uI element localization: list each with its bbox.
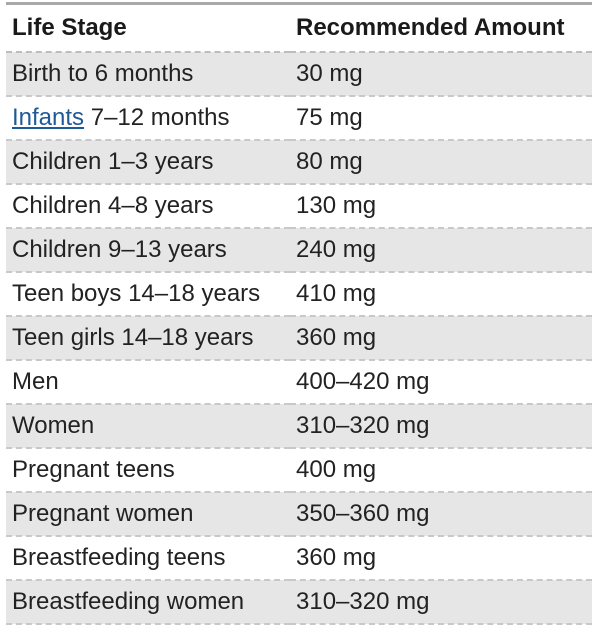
life-stage-text: Children 4–8 years <box>12 192 214 219</box>
life-stage-text: Breastfeeding women <box>12 588 245 615</box>
amount-cell: 410 mg <box>290 272 592 317</box>
life-stage-cell: Breastfeeding teens <box>6 536 290 581</box>
amount-cell: 400–420 mg <box>290 360 592 405</box>
table-row: Women 310–320 mg <box>6 404 592 449</box>
nutrient-table-container: Life Stage Recommended Amount Birth to 6… <box>6 0 592 625</box>
amount-cell: 240 mg <box>290 228 592 273</box>
life-stage-text: Men <box>12 368 59 395</box>
life-stage-cell: Children 9–13 years <box>6 228 290 273</box>
life-stage-cell: Children 4–8 years <box>6 184 290 229</box>
table-row: Birth to 6 months 30 mg <box>6 52 592 97</box>
life-stage-cell: Pregnant teens <box>6 448 290 493</box>
recommended-amounts-table: Life Stage Recommended Amount Birth to 6… <box>6 5 592 625</box>
table-row: Teen boys 14–18 years 410 mg <box>6 272 592 317</box>
amount-cell: 30 mg <box>290 52 592 97</box>
table-row: Children 9–13 years 240 mg <box>6 228 592 273</box>
header-life-stage: Life Stage <box>6 5 290 53</box>
life-stage-text: Pregnant women <box>12 500 194 527</box>
life-stage-text: Birth to 6 months <box>12 60 194 87</box>
life-stage-text: Teen boys 14–18 years <box>12 280 261 307</box>
life-stage-cell: Teen boys 14–18 years <box>6 272 290 317</box>
amount-cell: 80 mg <box>290 140 592 185</box>
life-stage-text: Children 9–13 years <box>12 236 227 263</box>
life-stage-text: 7–12 months <box>84 104 230 131</box>
amount-cell: 130 mg <box>290 184 592 229</box>
table-row: Infants 7–12 months 75 mg <box>6 96 592 141</box>
table-row: Pregnant women 350–360 mg <box>6 492 592 537</box>
infants-link[interactable]: Infants <box>12 104 85 131</box>
table-header-row: Life Stage Recommended Amount <box>6 5 592 53</box>
life-stage-cell: Children 1–3 years <box>6 140 290 185</box>
table-top-rule <box>6 2 592 5</box>
amount-cell: 360 mg <box>290 536 592 581</box>
amount-cell: 400 mg <box>290 448 592 493</box>
amount-cell: 310–320 mg <box>290 580 592 625</box>
table-row: Children 1–3 years 80 mg <box>6 140 592 185</box>
table-row: Breastfeeding teens 360 mg <box>6 536 592 581</box>
amount-cell: 75 mg <box>290 96 592 141</box>
life-stage-text: Women <box>12 412 95 439</box>
table-row: Pregnant teens 400 mg <box>6 448 592 493</box>
life-stage-cell: Infants 7–12 months <box>6 96 290 141</box>
life-stage-text: Breastfeeding teens <box>12 544 226 571</box>
header-recommended-amount: Recommended Amount <box>290 5 592 53</box>
life-stage-text: Teen girls 14–18 years <box>12 324 254 351</box>
amount-cell: 350–360 mg <box>290 492 592 537</box>
table-body: Birth to 6 months 30 mg Infants 7–12 mon… <box>6 52 592 625</box>
table-row: Teen girls 14–18 years 360 mg <box>6 316 592 361</box>
life-stage-text: Pregnant teens <box>12 456 175 483</box>
life-stage-cell: Women <box>6 404 290 449</box>
table-row: Breastfeeding women 310–320 mg <box>6 580 592 625</box>
life-stage-cell: Birth to 6 months <box>6 52 290 97</box>
life-stage-text: Children 1–3 years <box>12 148 214 175</box>
life-stage-cell: Men <box>6 360 290 405</box>
table-row: Children 4–8 years 130 mg <box>6 184 592 229</box>
amount-cell: 360 mg <box>290 316 592 361</box>
amount-cell: 310–320 mg <box>290 404 592 449</box>
table-row: Men 400–420 mg <box>6 360 592 405</box>
life-stage-cell: Teen girls 14–18 years <box>6 316 290 361</box>
life-stage-cell: Breastfeeding women <box>6 580 290 625</box>
life-stage-cell: Pregnant women <box>6 492 290 537</box>
